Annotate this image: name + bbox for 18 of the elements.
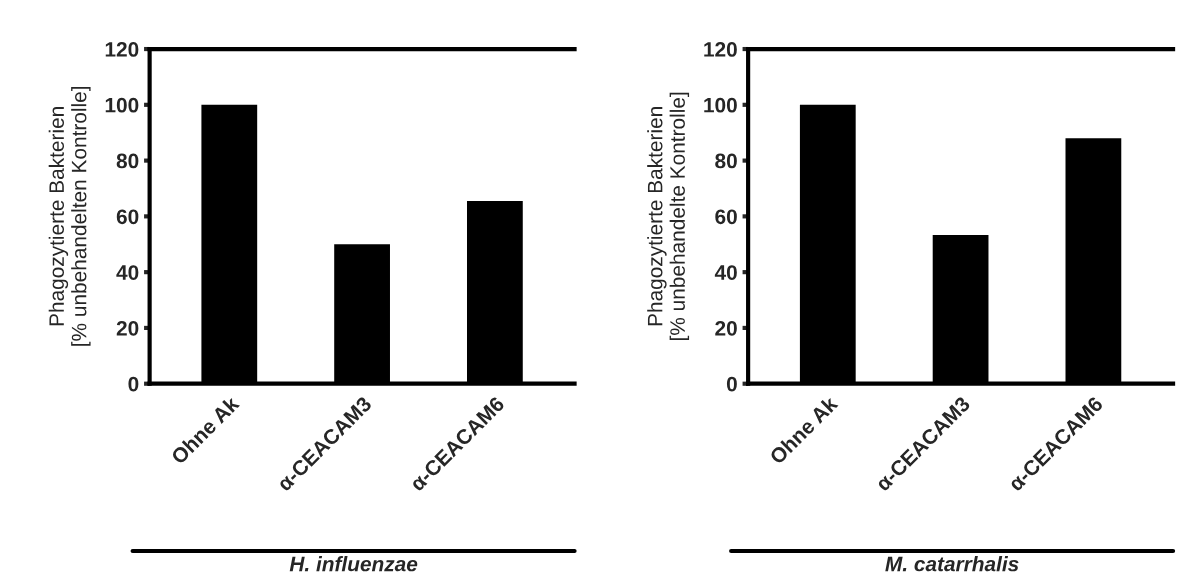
y-tick-label: 120 (105, 42, 139, 57)
y-tick-label: 0 (726, 376, 737, 392)
y-tick-label: 0 (128, 376, 139, 392)
y-tick-label: 100 (105, 97, 139, 113)
y-tick-label: 80 (116, 153, 139, 169)
y-tick-label: 100 (704, 97, 737, 113)
text: H. influenzae (289, 556, 418, 572)
text: M. catarrhalis (885, 556, 1019, 572)
y-tick-label: 60 (715, 209, 737, 225)
y-tick-label: 40 (116, 265, 139, 280)
y-tick-label: 20 (715, 320, 737, 336)
y-tick-label: 20 (116, 320, 139, 336)
y-tick-label: 80 (715, 153, 737, 169)
y-tick-label: 60 (116, 209, 139, 225)
y-axis-title: Phagozytierte Bakterien [% unbehandelten Kontrolle] (48, 86, 91, 346)
y-tick-label: 40 (714, 265, 737, 280)
y-tick-label: 120 (704, 42, 737, 57)
y-axis-title: Phagozytierte Bakterien [% unbehandelte Kontrolle] (647, 92, 690, 340)
